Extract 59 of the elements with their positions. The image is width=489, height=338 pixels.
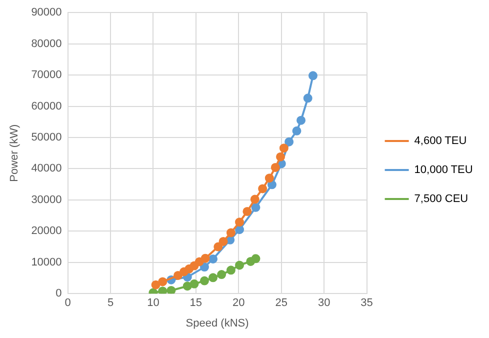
- y-tick-label: 60000: [31, 100, 62, 112]
- point: [158, 277, 168, 286]
- point: [158, 286, 168, 294]
- point: [235, 225, 244, 234]
- point: [308, 71, 318, 80]
- x-tick-label: 35: [360, 297, 373, 310]
- point: [267, 180, 276, 190]
- legend-label: 7,500 CEU: [414, 193, 468, 206]
- y-tick-label: 0: [56, 288, 62, 300]
- x-tick-label: 5: [107, 297, 114, 310]
- point: [194, 257, 204, 266]
- point: [200, 254, 210, 263]
- y-tick-label: 50000: [31, 132, 62, 144]
- point: [276, 152, 286, 162]
- y-tick-label: 20000: [31, 225, 62, 238]
- point: [270, 162, 280, 172]
- point: [250, 194, 260, 204]
- legend-label: 4,600 TEU: [414, 135, 467, 148]
- point: [151, 280, 160, 290]
- point: [251, 254, 260, 264]
- point: [208, 254, 218, 264]
- point: [258, 184, 268, 194]
- point: [173, 270, 182, 280]
- x-tick-label: 15: [190, 297, 202, 310]
- y-axis-title: Power (kW): [8, 124, 21, 182]
- legend-label: 10,000 TEU: [414, 164, 473, 176]
- x-tick-label: 10: [147, 297, 160, 310]
- x-axis-title: Speed (kNS): [186, 317, 249, 330]
- y-tick-label: 80000: [31, 38, 62, 50]
- point: [190, 279, 199, 288]
- point: [226, 228, 236, 238]
- y-tick-label: 90000: [31, 6, 62, 19]
- point: [284, 137, 294, 146]
- point: [218, 236, 228, 246]
- point: [251, 202, 260, 212]
- point: [235, 218, 244, 227]
- y-tick-label: 30000: [31, 194, 62, 206]
- x-tick-label: 30: [318, 297, 330, 310]
- point: [242, 206, 252, 216]
- point: [279, 144, 288, 153]
- y-tick-label: 70000: [31, 69, 62, 82]
- point: [235, 260, 244, 270]
- y-tick-label: 10000: [31, 256, 62, 268]
- point: [200, 262, 209, 272]
- x-tick-label: 0: [64, 297, 71, 310]
- point: [292, 126, 302, 136]
- point: [208, 273, 218, 282]
- point: [214, 242, 223, 252]
- point: [182, 282, 192, 291]
- point: [296, 116, 306, 125]
- x-tick-label: 20: [232, 297, 245, 310]
- point: [303, 94, 312, 103]
- y-tick-label: 40000: [31, 162, 62, 175]
- point: [264, 174, 274, 183]
- point: [226, 266, 236, 275]
- point: [166, 286, 176, 294]
- x-tick-label: 25: [275, 297, 288, 310]
- point: [217, 270, 226, 280]
- point: [200, 276, 209, 286]
